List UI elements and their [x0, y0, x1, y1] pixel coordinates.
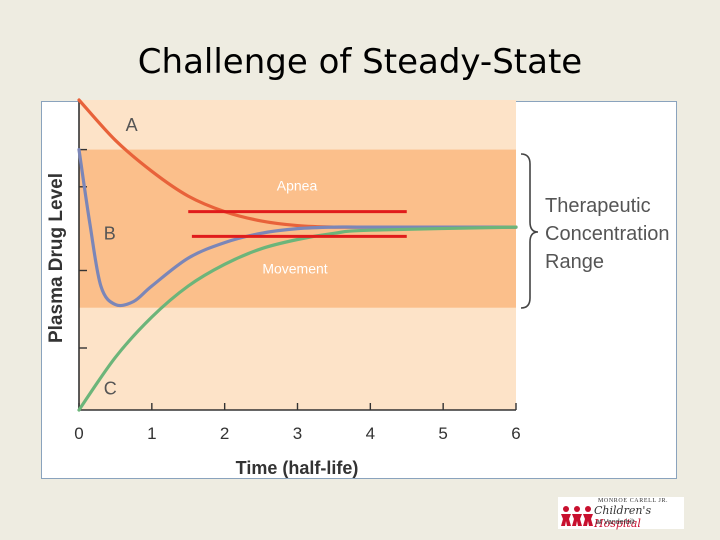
apnea-threshold-label: Apnea: [277, 178, 318, 194]
x-tick-label: 2: [220, 424, 229, 443]
x-tick-label: 6: [511, 424, 520, 443]
movement-threshold-label: Movement: [262, 260, 327, 276]
series-c-line: [77, 225, 518, 412]
bracket-label-line-3: Range: [545, 251, 604, 273]
range-bracket: [520, 153, 539, 309]
series-c-label: C: [104, 378, 117, 398]
series-b-line: [77, 148, 518, 308]
logo-line-2a: Children's: [594, 504, 652, 517]
x-tick-label: 5: [438, 424, 447, 443]
bracket-label-line-2: Concentration: [545, 223, 670, 245]
slide-title: Challenge of Steady-State: [137, 42, 583, 82]
series-a-label: A: [126, 115, 138, 135]
hospital-logo: MONROE CARELL JR. Children's Hospital at…: [558, 497, 684, 530]
x-tick-label: 1: [147, 424, 156, 443]
x-tick-label: 4: [366, 424, 375, 443]
x-tick-label: 0: [74, 424, 83, 443]
logo-line-3: at Vanderbilt: [596, 519, 635, 526]
logo-line-2b: Hospital: [594, 517, 641, 530]
y-axis-title: Plasma Drug Level: [46, 173, 67, 343]
x-axis-title: Time (half-life): [236, 458, 359, 478]
logo-line-1: MONROE CARELL JR.: [598, 498, 669, 504]
bracket-label-line-1: Therapeutic: [545, 195, 651, 217]
series-b-label: B: [104, 223, 116, 243]
logo-line-2: Children's Hospital: [594, 504, 684, 530]
x-tick-label: 3: [293, 424, 302, 443]
children-figures-icon: [561, 506, 593, 526]
